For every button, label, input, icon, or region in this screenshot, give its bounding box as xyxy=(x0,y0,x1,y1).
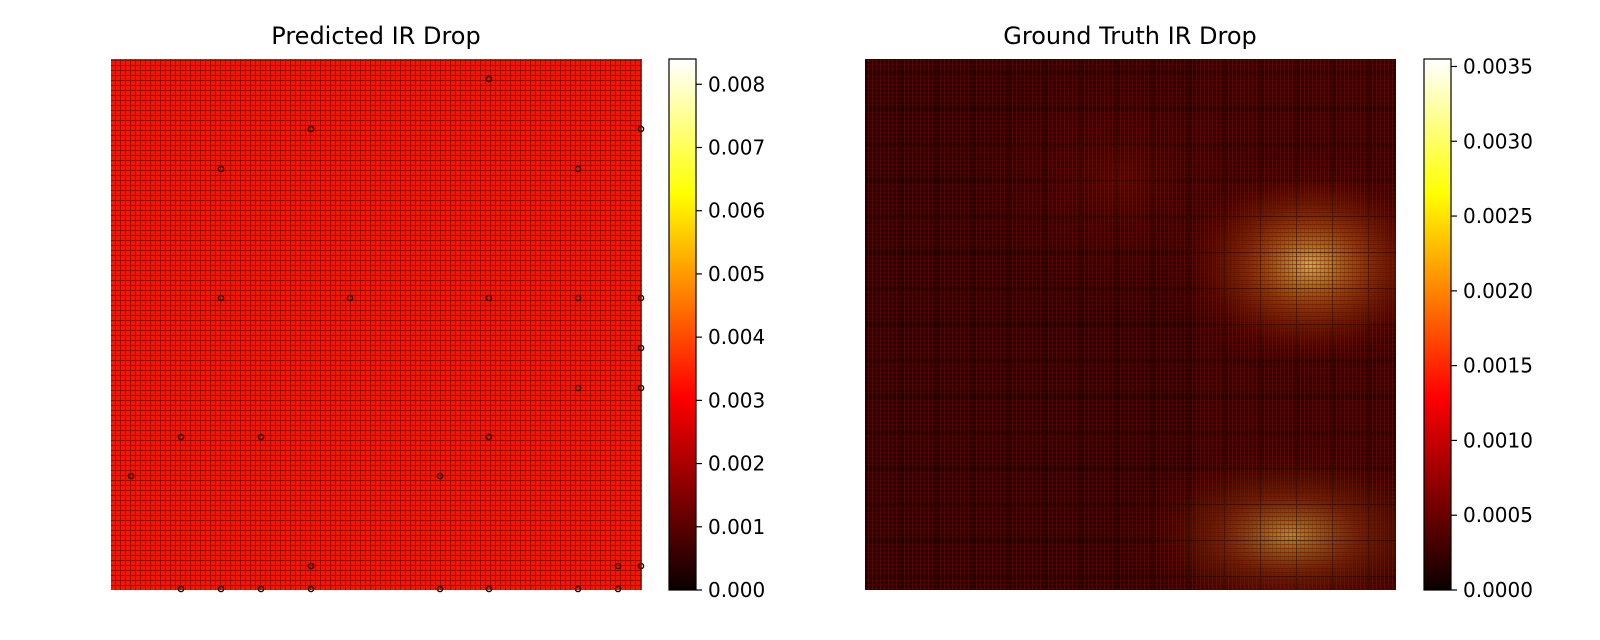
predicted-colorbar-tick-label: 0.008 xyxy=(708,72,765,96)
predicted-speckle xyxy=(257,585,265,593)
groundtruth-colorbar: 0.0000 0.0005 0.0010 0.0015 0.0020 0.0025 0.00… xyxy=(1423,54,1533,602)
predicted-speckle xyxy=(257,433,265,441)
predicted-panel: Predicted IR Drop 0.0000.0010.0020.0030.… xyxy=(111,22,765,602)
predicted-speckle xyxy=(637,562,645,570)
groundtruth-colorbar-gradient xyxy=(1424,59,1451,590)
predicted-title: Predicted IR Drop xyxy=(271,22,480,50)
predicted-colorbar-tick-label: 0.003 xyxy=(708,388,765,412)
predicted-speckle xyxy=(436,472,444,480)
groundtruth-colorbar-tick-label: 0.0005 xyxy=(1463,503,1533,527)
predicted-speckle xyxy=(485,585,493,593)
groundtruth-heatmap-coarse-grid xyxy=(865,59,1396,590)
predicted-speckle xyxy=(485,294,493,302)
predicted-speckle xyxy=(574,165,582,173)
predicted-colorbar: 0.000 0.001 0.002 0.003 0.004 0.005 0.006 0.007… xyxy=(668,58,765,602)
groundtruth-colorbar-tick-label: 0.0020 xyxy=(1463,279,1533,303)
predicted-speckle xyxy=(614,562,622,570)
predicted-colorbar-tick-label: 0.000 xyxy=(708,578,765,602)
predicted-speckle xyxy=(346,294,354,302)
predicted-speckle xyxy=(637,384,645,392)
predicted-colorbar-frame xyxy=(668,58,697,591)
predicted-heatmap xyxy=(111,59,645,593)
groundtruth-colorbar-tick-label: 0.0010 xyxy=(1463,428,1533,452)
predicted-speckle xyxy=(637,294,645,302)
predicted-speckle xyxy=(436,585,444,593)
predicted-colorbar-tick-label: 0.002 xyxy=(708,452,765,476)
groundtruth-heatmap xyxy=(865,59,1396,590)
predicted-speckle xyxy=(485,75,493,83)
predicted-heatmap-grid xyxy=(111,59,642,590)
groundtruth-colorbar-tick-label: 0.0015 xyxy=(1463,354,1533,378)
groundtruth-colorbar-frame xyxy=(1423,58,1452,591)
groundtruth-colorbar-tick-label: 0.0035 xyxy=(1463,54,1533,78)
predicted-colorbar-tick-label: 0.001 xyxy=(708,515,765,539)
predicted-colorbar-tick-label: 0.005 xyxy=(708,262,765,286)
predicted-colorbar-tick-label: 0.007 xyxy=(708,136,765,160)
predicted-speckle xyxy=(574,384,582,392)
predicted-speckles xyxy=(127,75,645,593)
groundtruth-panel: Ground Truth IR Drop 0.00000.00050.00100… xyxy=(865,22,1533,602)
predicted-speckle xyxy=(637,344,645,352)
predicted-speckle xyxy=(485,433,493,441)
predicted-colorbar-tick-label: 0.006 xyxy=(708,199,765,223)
predicted-speckle xyxy=(217,585,225,593)
predicted-speckle xyxy=(574,294,582,302)
predicted-speckle xyxy=(217,165,225,173)
predicted-speckle xyxy=(177,585,185,593)
predicted-speckle xyxy=(177,433,185,441)
predicted-colorbar-tick-label: 0.004 xyxy=(708,325,765,349)
groundtruth-colorbar-tick-label: 0.0030 xyxy=(1463,129,1533,153)
groundtruth-title: Ground Truth IR Drop xyxy=(1003,22,1257,50)
groundtruth-colorbar-ticks: 0.0000 0.0005 0.0010 0.0015 0.0020 0.0025 0.00… xyxy=(1451,54,1533,602)
predicted-speckle xyxy=(307,125,315,133)
groundtruth-colorbar-tick-label: 0.0000 xyxy=(1463,578,1533,602)
predicted-speckle xyxy=(614,585,622,593)
predicted-speckle xyxy=(637,125,645,133)
predicted-speckle xyxy=(127,472,135,480)
groundtruth-colorbar-tick-label: 0.0025 xyxy=(1463,204,1533,228)
predicted-speckle xyxy=(217,294,225,302)
predicted-colorbar-ticks: 0.000 0.001 0.002 0.003 0.004 0.005 0.006 0.007… xyxy=(696,72,765,602)
predicted-speckle xyxy=(307,562,315,570)
predicted-speckle xyxy=(307,585,315,593)
predicted-colorbar-gradient xyxy=(669,59,696,590)
predicted-speckle xyxy=(574,585,582,593)
